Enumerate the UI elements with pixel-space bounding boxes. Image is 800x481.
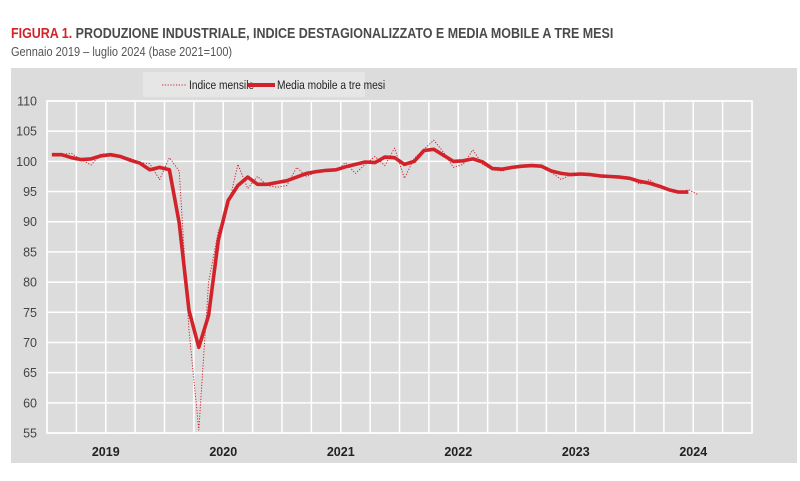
y-tick-label: 70 (23, 336, 37, 350)
y-tick-label: 80 (23, 276, 37, 290)
legend-label-indice-mensile: Indice mensile (189, 79, 254, 92)
y-tick-label: 55 (23, 427, 37, 441)
x-tick-label: 2019 (92, 445, 120, 459)
y-tick-label: 90 (23, 215, 37, 229)
y-tick-label: 105 (16, 125, 37, 139)
grid (46, 100, 753, 434)
x-tick-label: 2024 (679, 445, 707, 459)
y-tick-label: 75 (23, 306, 37, 320)
y-tick-label: 60 (23, 396, 37, 410)
chart-title: FIGURA 1. PRODUZIONE INDUSTRIALE, INDICE… (11, 26, 613, 42)
y-tick-label: 85 (23, 245, 37, 259)
chart-subtitle: Gennaio 2019 – luglio 2024 (base 2021=10… (11, 45, 233, 59)
y-axis: 55 60 65 70 75 80 85 90 95 100 105 110 (16, 95, 37, 441)
chart-panel (11, 68, 797, 463)
x-tick-label: 2022 (444, 445, 472, 459)
x-tick-label: 2023 (562, 445, 590, 459)
series-media-mobile (51, 147, 689, 350)
legend-label-media-mobile: Media mobile a tre mesi (277, 79, 385, 92)
y-tick-label: 100 (16, 155, 37, 169)
y-tick-label: 95 (23, 185, 37, 199)
y-tick-label: 110 (17, 95, 37, 109)
y-tick-label: 65 (23, 366, 37, 380)
x-tick-label: 2021 (327, 445, 355, 459)
x-axis: 2019 2020 2021 2022 2023 2024 (92, 445, 707, 459)
series-lines (51, 139, 699, 431)
legend: Indice mensile Media mobile a tre mesi (143, 72, 385, 97)
title-text: PRODUZIONE INDUSTRIALE, INDICE DESTAGION… (75, 26, 614, 42)
figure-number: FIGURA 1. (11, 26, 73, 42)
x-tick-label: 2020 (209, 445, 237, 459)
